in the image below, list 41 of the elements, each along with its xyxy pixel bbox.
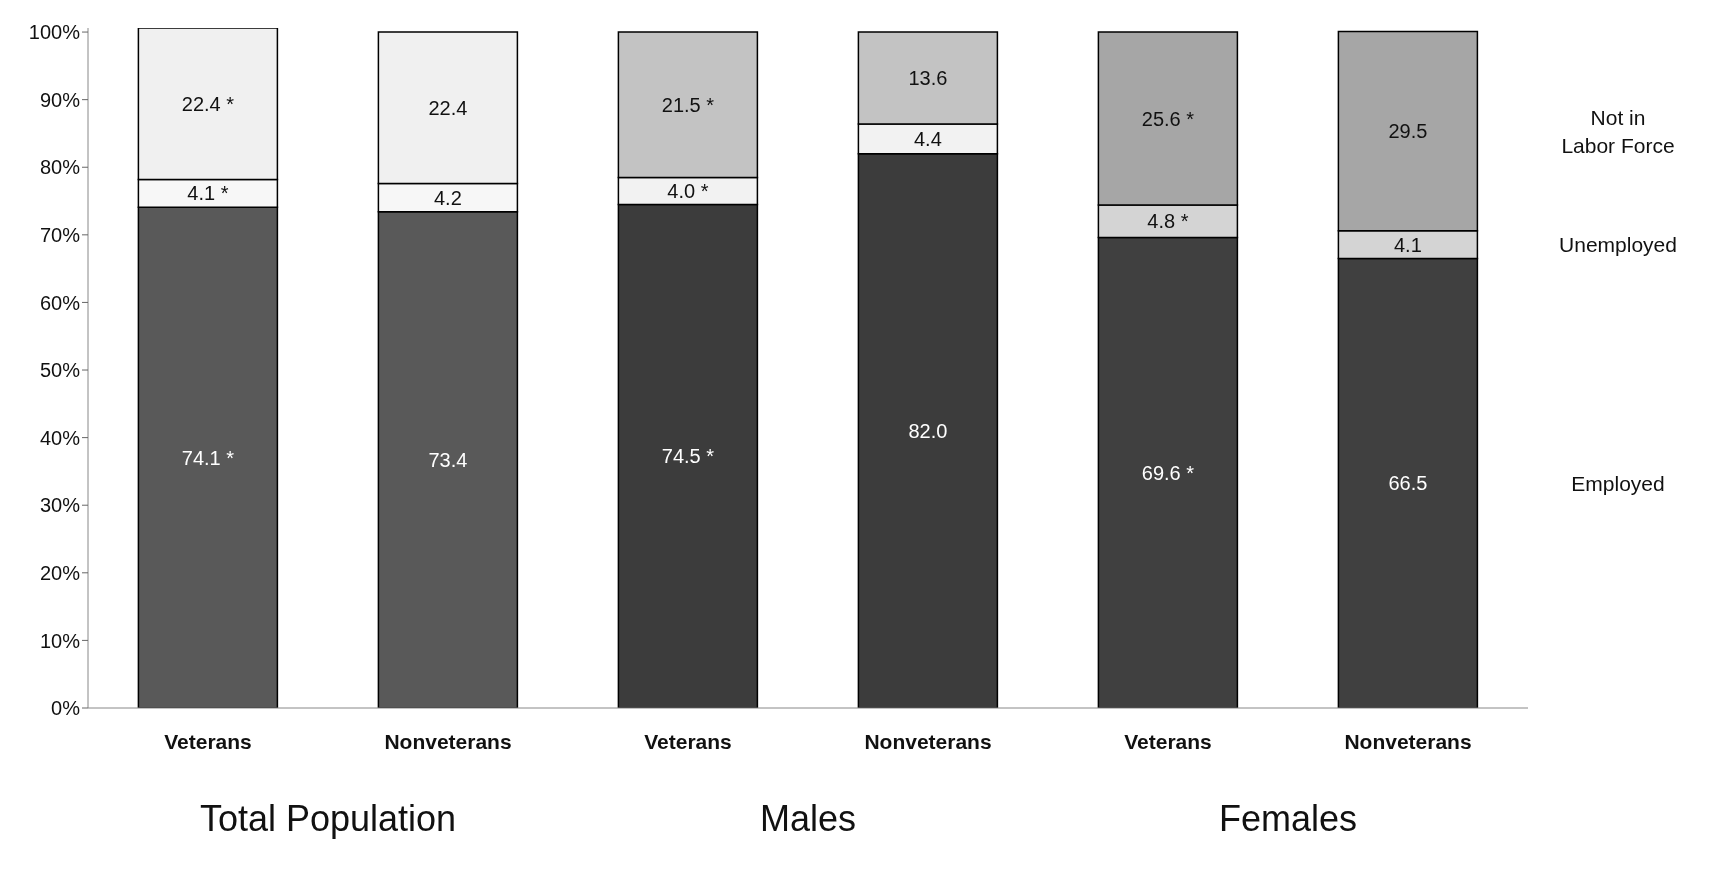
x-tick-label: Veterans xyxy=(1124,729,1212,753)
data-label: 74.5 * xyxy=(661,445,715,468)
data-label: 4.1 xyxy=(1393,233,1422,256)
data-label: 21.5 * xyxy=(661,93,715,116)
x-tick-label: Nonveterans xyxy=(1344,729,1472,753)
data-label: 4.8 * xyxy=(1147,210,1189,233)
y-tick-label: 40% xyxy=(39,426,81,449)
data-label: 69.6 * xyxy=(1141,461,1195,484)
text: Males xyxy=(759,798,857,840)
x-tick-label: Veterans xyxy=(164,729,252,753)
y-tick-label: 60% xyxy=(39,291,81,314)
text: Females xyxy=(1217,798,1358,840)
data-label: 74.1 * xyxy=(181,446,235,469)
data-label: 4.4 xyxy=(913,127,942,150)
data-label: 4.2 xyxy=(433,186,462,209)
text: Total Population xyxy=(198,798,458,840)
y-tick-label: 80% xyxy=(39,156,81,179)
data-label: 66.5 xyxy=(1388,472,1428,495)
y-tick-label: 70% xyxy=(39,223,81,246)
y-tick-label: 100% xyxy=(28,21,81,44)
data-label: 29.5 xyxy=(1388,120,1428,143)
text: Not in Labor Force xyxy=(1561,106,1675,158)
text: Employed xyxy=(1571,471,1665,495)
data-label: 73.4 xyxy=(428,448,468,471)
y-tick-label: 0% xyxy=(51,697,81,720)
x-tick-label: Nonveterans xyxy=(864,729,992,753)
y-tick-label: 50% xyxy=(39,359,81,382)
x-tick-label: Veterans xyxy=(644,729,732,753)
y-tick-label: 20% xyxy=(39,561,81,584)
data-label: 22.4 xyxy=(428,96,468,119)
y-tick-label: 90% xyxy=(39,88,81,111)
x-tick-label: Nonveterans xyxy=(384,729,512,753)
data-label: 13.6 xyxy=(908,67,948,90)
data-label: 22.4 * xyxy=(181,92,235,115)
data-label: 25.6 * xyxy=(1141,107,1195,130)
y-tick-label: 10% xyxy=(39,629,81,652)
text: Unemployed xyxy=(1559,232,1677,256)
data-label: 82.0 xyxy=(908,419,948,442)
data-label: 4.1 * xyxy=(187,182,229,205)
y-tick-label: 30% xyxy=(39,494,81,517)
data-label: 4.0 * xyxy=(667,179,709,202)
